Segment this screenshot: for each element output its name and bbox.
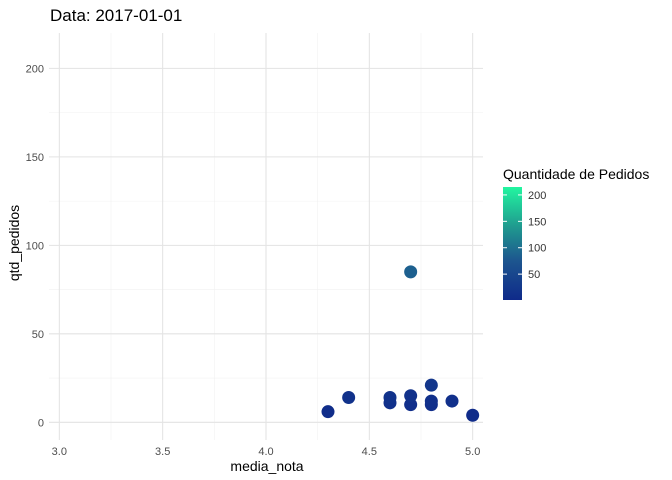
x-tick-label: 5.0	[465, 446, 480, 458]
data-point	[466, 408, 480, 422]
x-tick-label: 3.5	[155, 446, 170, 458]
chart-title: Data: 2017-01-01	[50, 6, 182, 25]
x-tick-label: 4.5	[362, 446, 377, 458]
y-axis-title: qtd_pedidos	[6, 205, 22, 281]
y-tick-label: 100	[26, 240, 44, 252]
y-tick-label: 150	[26, 152, 44, 164]
legend-color-bar	[503, 187, 522, 300]
x-axis-title: media_nota	[230, 458, 303, 474]
legend-tick-label: 150	[528, 216, 546, 228]
data-point	[321, 405, 335, 419]
y-tick-label: 50	[32, 329, 44, 341]
legend-tick-label: 100	[528, 243, 546, 255]
data-point	[404, 265, 418, 279]
data-point	[404, 389, 418, 403]
data-points	[321, 265, 480, 422]
data-point	[342, 391, 356, 405]
x-tick-label: 3.0	[52, 446, 67, 458]
legend-tick-label: 50	[528, 269, 540, 281]
color-legend: Quantidade de Pedidos 50 100 150 200	[503, 166, 649, 300]
data-point	[424, 394, 438, 408]
y-axis-ticks: 0 50 100 150 200	[26, 63, 44, 429]
plot-grid	[49, 33, 483, 440]
x-axis-ticks: 3.0 3.5 4.0 4.5 5.0	[52, 446, 481, 458]
y-tick-label: 0	[38, 417, 44, 429]
x-tick-label: 4.0	[258, 446, 273, 458]
data-point	[383, 391, 397, 405]
legend-title: Quantidade de Pedidos	[503, 166, 649, 182]
data-point	[445, 394, 459, 408]
legend-tick-label: 200	[528, 190, 546, 202]
y-tick-label: 200	[26, 63, 44, 75]
data-point	[424, 378, 438, 392]
legend-ticks: 50 100 150 200	[503, 190, 546, 281]
